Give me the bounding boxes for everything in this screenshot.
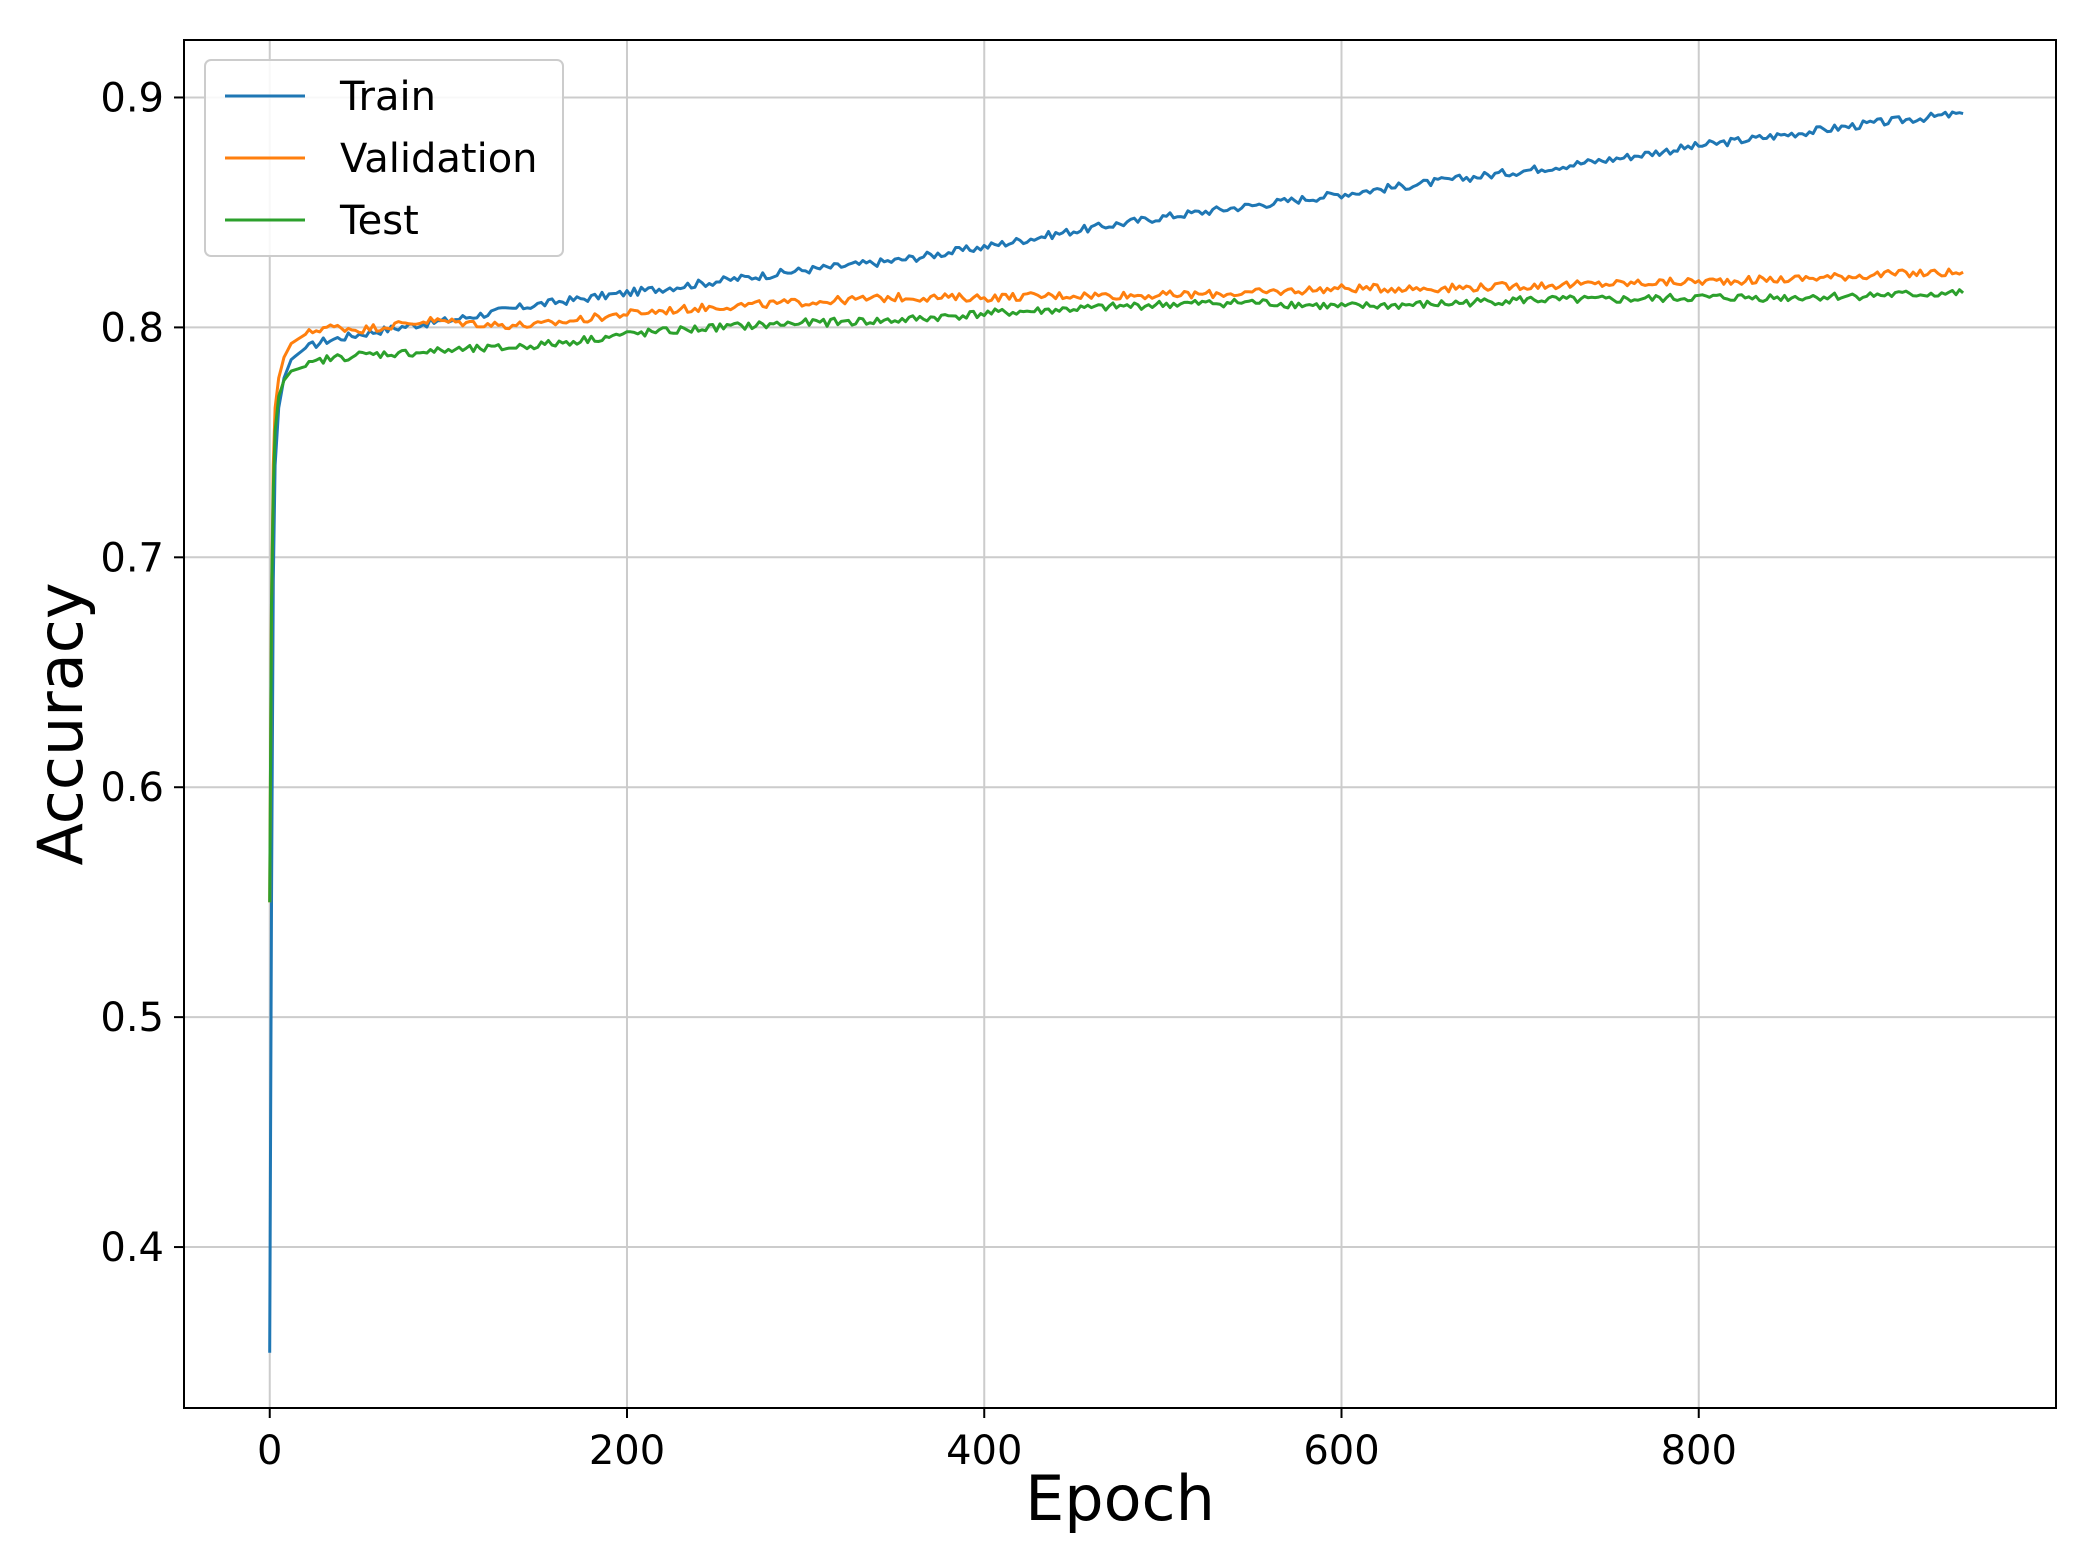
x-tick-label: 600 — [1303, 1428, 1379, 1474]
legend-box — [204, 59, 564, 257]
y-tick-label: 0.8 — [100, 305, 164, 351]
y-axis-ticks: 0.4 0.5 0.6 0.7 0.8 0.9 — [100, 75, 184, 1271]
legend-label-train: Train — [339, 74, 436, 120]
series-line-train — [268, 110, 1964, 1353]
legend-label-test: Test — [339, 198, 419, 244]
y-axis-label: Accuracy — [24, 582, 97, 865]
grid-lines — [184, 40, 2056, 1408]
y-tick-label: 0.9 — [100, 75, 164, 121]
plot-frame — [183, 39, 2057, 1409]
y-tick-label: 0.5 — [100, 995, 164, 1041]
x-tick-label: 800 — [1661, 1428, 1737, 1474]
x-tick-label: 200 — [589, 1428, 665, 1474]
x-tick-label: 400 — [946, 1428, 1022, 1474]
series-line-validation — [268, 267, 1964, 903]
y-tick-label: 0.4 — [100, 1225, 164, 1271]
x-axis-ticks: 0 200 400 600 800 — [257, 1408, 1737, 1474]
y-tick-label: 0.7 — [100, 535, 164, 581]
x-axis-label: Epoch — [1025, 1462, 1215, 1535]
legend-label-validation: Validation — [340, 136, 538, 182]
series-lines — [268, 110, 1965, 1353]
y-tick-label: 0.6 — [100, 765, 164, 811]
x-tick-label: 0 — [257, 1428, 282, 1474]
series-line-test — [268, 288, 1965, 903]
legend: Train Validation Test — [204, 59, 564, 257]
